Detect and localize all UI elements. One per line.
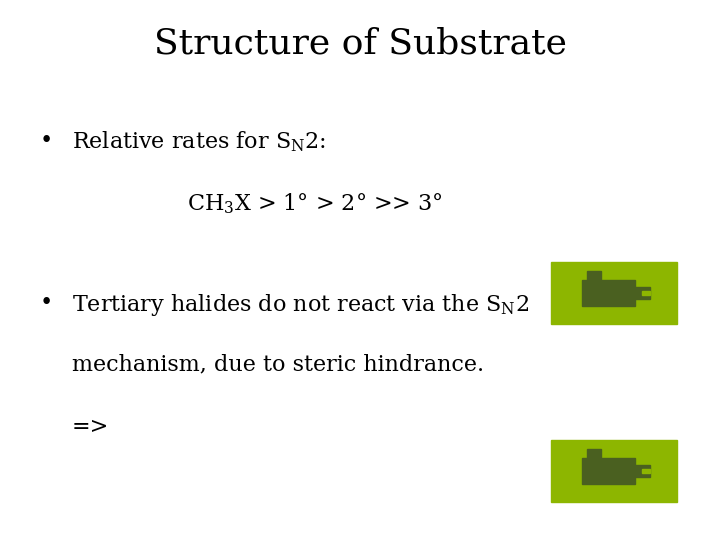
Bar <box>551 440 677 502</box>
Bar <box>642 469 649 473</box>
Text: $\mathregular{CH_3}$X > 1° > 2° >> 3°: $\mathregular{CH_3}$X > 1° > 2° >> 3° <box>187 192 443 217</box>
Text: •: • <box>40 130 53 152</box>
Bar <box>635 287 649 299</box>
Text: mechanism, due to steric hindrance.: mechanism, due to steric hindrance. <box>72 354 484 376</box>
Text: Tertiary halides do not react via the $\mathregular{S_N}$2: Tertiary halides do not react via the $\… <box>72 292 529 318</box>
Text: =>: => <box>72 416 109 438</box>
Bar <box>582 458 635 484</box>
Bar <box>582 280 635 306</box>
Bar <box>635 465 649 477</box>
Bar <box>551 262 677 324</box>
Bar <box>588 449 600 458</box>
Text: Relative rates for $\mathregular{S_N}$2:: Relative rates for $\mathregular{S_N}$2: <box>72 130 326 154</box>
Bar <box>588 271 600 280</box>
Text: •: • <box>40 292 53 314</box>
Bar <box>642 291 649 295</box>
Text: Structure of Substrate: Structure of Substrate <box>153 27 567 61</box>
